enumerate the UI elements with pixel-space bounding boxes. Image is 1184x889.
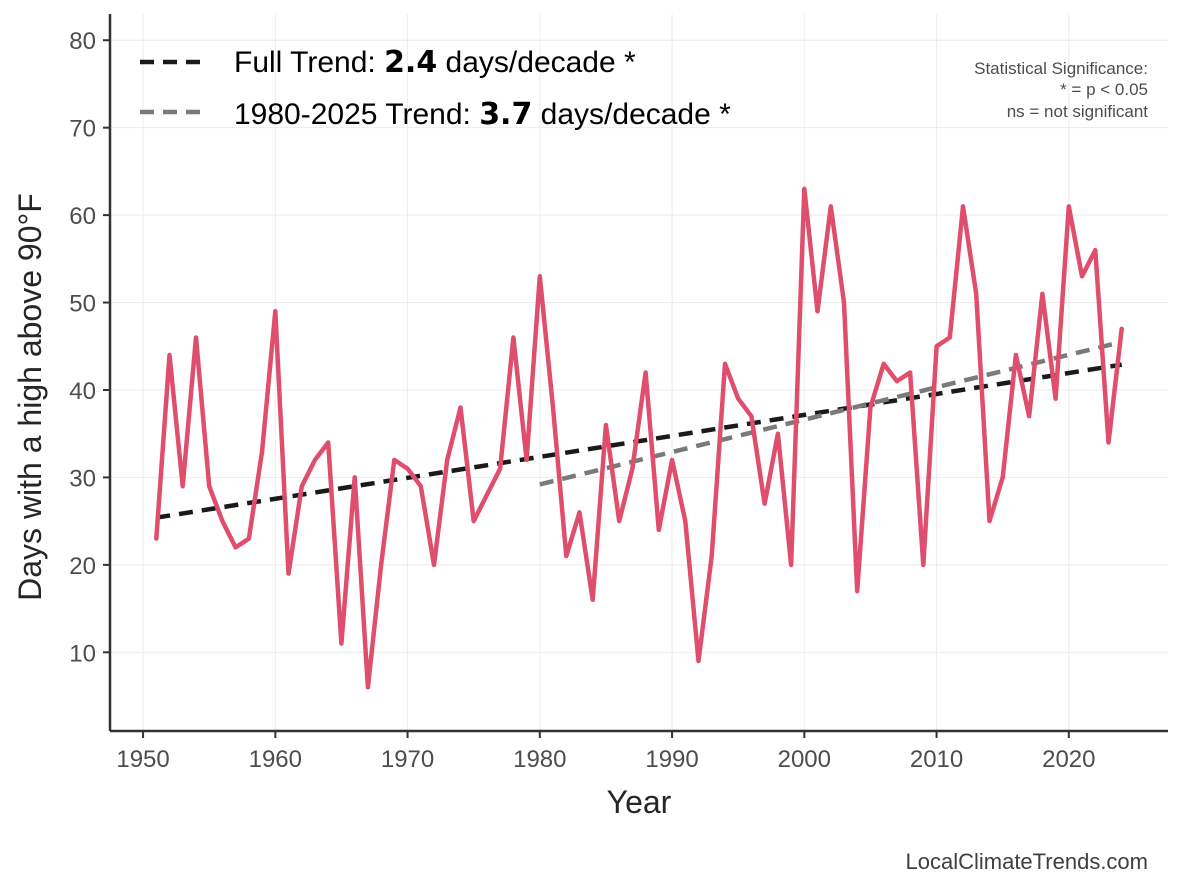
series-line — [154, 186, 1124, 690]
significance-star: * = p < 0.05 — [1060, 80, 1148, 99]
legend-full-trend-prefix: Full Trend: — [234, 46, 384, 79]
significance-title: Statistical Significance: — [974, 59, 1148, 78]
x-tick-label: 1960 — [249, 746, 302, 773]
legend-recent-trend: 1980-2025 Trend: 3.7 days/decade * — [234, 97, 731, 132]
y-ticks: 10 20 30 40 50 60 70 80 — [69, 28, 110, 667]
recent-trend-line — [539, 339, 1123, 487]
legend-full-trend-value: 2.4 — [384, 45, 437, 80]
axes — [108, 14, 1168, 733]
legend-full-trend: Full Trend: 2.4 days/decade * — [234, 45, 636, 80]
x-tick-label: 2010 — [910, 746, 963, 773]
x-tick-label: 1990 — [645, 746, 698, 773]
legend-recent-trend-suffix: days/decade * — [532, 98, 731, 131]
credit-text: LocalClimateTrends.com — [906, 849, 1149, 874]
x-tick-label: 2000 — [778, 746, 831, 773]
legend-recent-trend-prefix: 1980-2025 Trend: — [234, 98, 479, 131]
x-tick-label: 1970 — [381, 746, 434, 773]
y-tick-label: 80 — [69, 28, 96, 55]
x-tick-label: 2020 — [1042, 746, 1095, 773]
y-tick-label: 30 — [69, 465, 96, 492]
y-tick-label: 60 — [69, 203, 96, 230]
x-axis-title: Year — [607, 784, 672, 820]
x-ticks: 1950 1960 1970 1980 1990 2000 2010 2020 — [116, 731, 1096, 773]
full-trend-line — [155, 362, 1123, 520]
x-tick-label: 1980 — [513, 746, 566, 773]
y-tick-label: 20 — [69, 553, 96, 580]
y-tick-label: 70 — [69, 116, 96, 143]
significance-note: Statistical Significance: * = p < 0.05 n… — [974, 59, 1148, 121]
x-tick-label: 1950 — [116, 746, 169, 773]
y-tick-label: 50 — [69, 291, 96, 318]
y-axis-title: Days with a high above 90°F — [12, 193, 48, 601]
legend-full-trend-suffix: days/decade * — [437, 46, 636, 79]
legend-recent-trend-value: 3.7 — [479, 97, 532, 132]
grid — [110, 14, 1168, 731]
legend: Full Trend: 2.4 days/decade * 1980-2025 … — [140, 45, 731, 132]
y-tick-label: 10 — [69, 640, 96, 667]
series — [154, 186, 1124, 690]
trend-lines — [155, 339, 1123, 520]
y-tick-label: 40 — [69, 378, 96, 405]
significance-ns: ns = not significant — [1007, 102, 1149, 121]
